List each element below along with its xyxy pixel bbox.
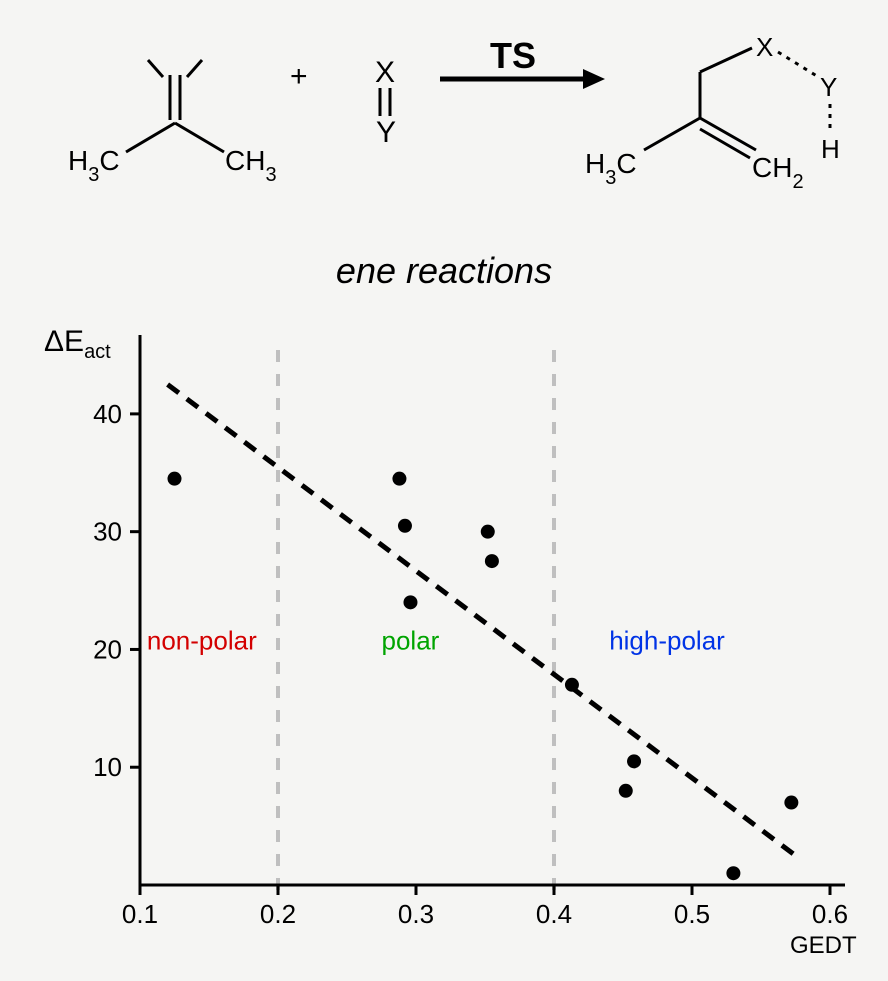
x-tick-label: 0.5 [674,899,710,929]
data-point [398,519,412,533]
x-tick-label: 0.3 [398,899,434,929]
label-X: X [375,56,395,89]
region-label: polar [382,625,440,655]
svg-text:CH3: CH3 [225,145,277,186]
y-tick-label: 30 [93,517,122,547]
prod-h3c-sub: 3 [605,167,616,189]
data-point [481,525,495,539]
svg-text:H3C: H3C [68,145,120,186]
prod-h3c-h: H [585,148,605,179]
data-point [403,595,417,609]
figure-container: H3C CH3 X Y X Y H H3C CH2 [0,0,888,981]
reaction-arrow [440,64,605,94]
reactant2: X Y [375,56,396,149]
scatter-plot: non-polar polar high-polar 10 20 30 40 0.1 0.2 0.… [30,315,858,965]
data-point [784,796,798,810]
product-H: H [821,134,840,164]
data-point [392,472,406,486]
region-label: high-polar [609,625,725,655]
methyl-left-C: C [99,145,119,176]
x-tick-label: 0.2 [260,899,296,929]
x-tick-label: 0.4 [536,899,572,929]
reactant1: H3C CH3 [68,60,277,186]
methyl-left-sub: 3 [88,164,99,186]
svg-text:CH2: CH2 [752,152,804,193]
data-point [565,678,579,692]
methyl-right-sub: 3 [265,164,276,186]
region-label: non-polar [147,625,257,655]
y-tick-label: 40 [93,399,122,429]
product-X: X [756,32,773,62]
x-tick-label: 0.1 [122,899,158,929]
prod-ch2: CH [752,152,792,183]
data-point [619,784,633,798]
methyl-right: CH [225,145,265,176]
trendline [168,384,796,855]
ene-reactions-title: ene reactions [0,250,888,292]
methyl-left-h: H [68,145,88,176]
product: X Y H H3C CH2 [585,32,840,193]
x-tick-label: 0.6 [812,899,848,929]
svg-text:H3C: H3C [585,148,637,189]
product-Y: Y [820,72,837,102]
plus-sign: + [290,60,308,94]
data-point [627,754,641,768]
prod-ch2-sub: 2 [792,171,803,193]
data-point [485,554,499,568]
label-Y: Y [376,116,396,149]
prod-h3c-c: C [616,148,636,179]
x-axis-title: GEDT [790,932,857,959]
data-point [168,472,182,486]
reaction-scheme: H3C CH3 X Y X Y H H3C CH2 [40,30,850,230]
data-point [726,866,740,880]
y-tick-label: 10 [93,752,122,782]
y-tick-label: 20 [93,634,122,664]
